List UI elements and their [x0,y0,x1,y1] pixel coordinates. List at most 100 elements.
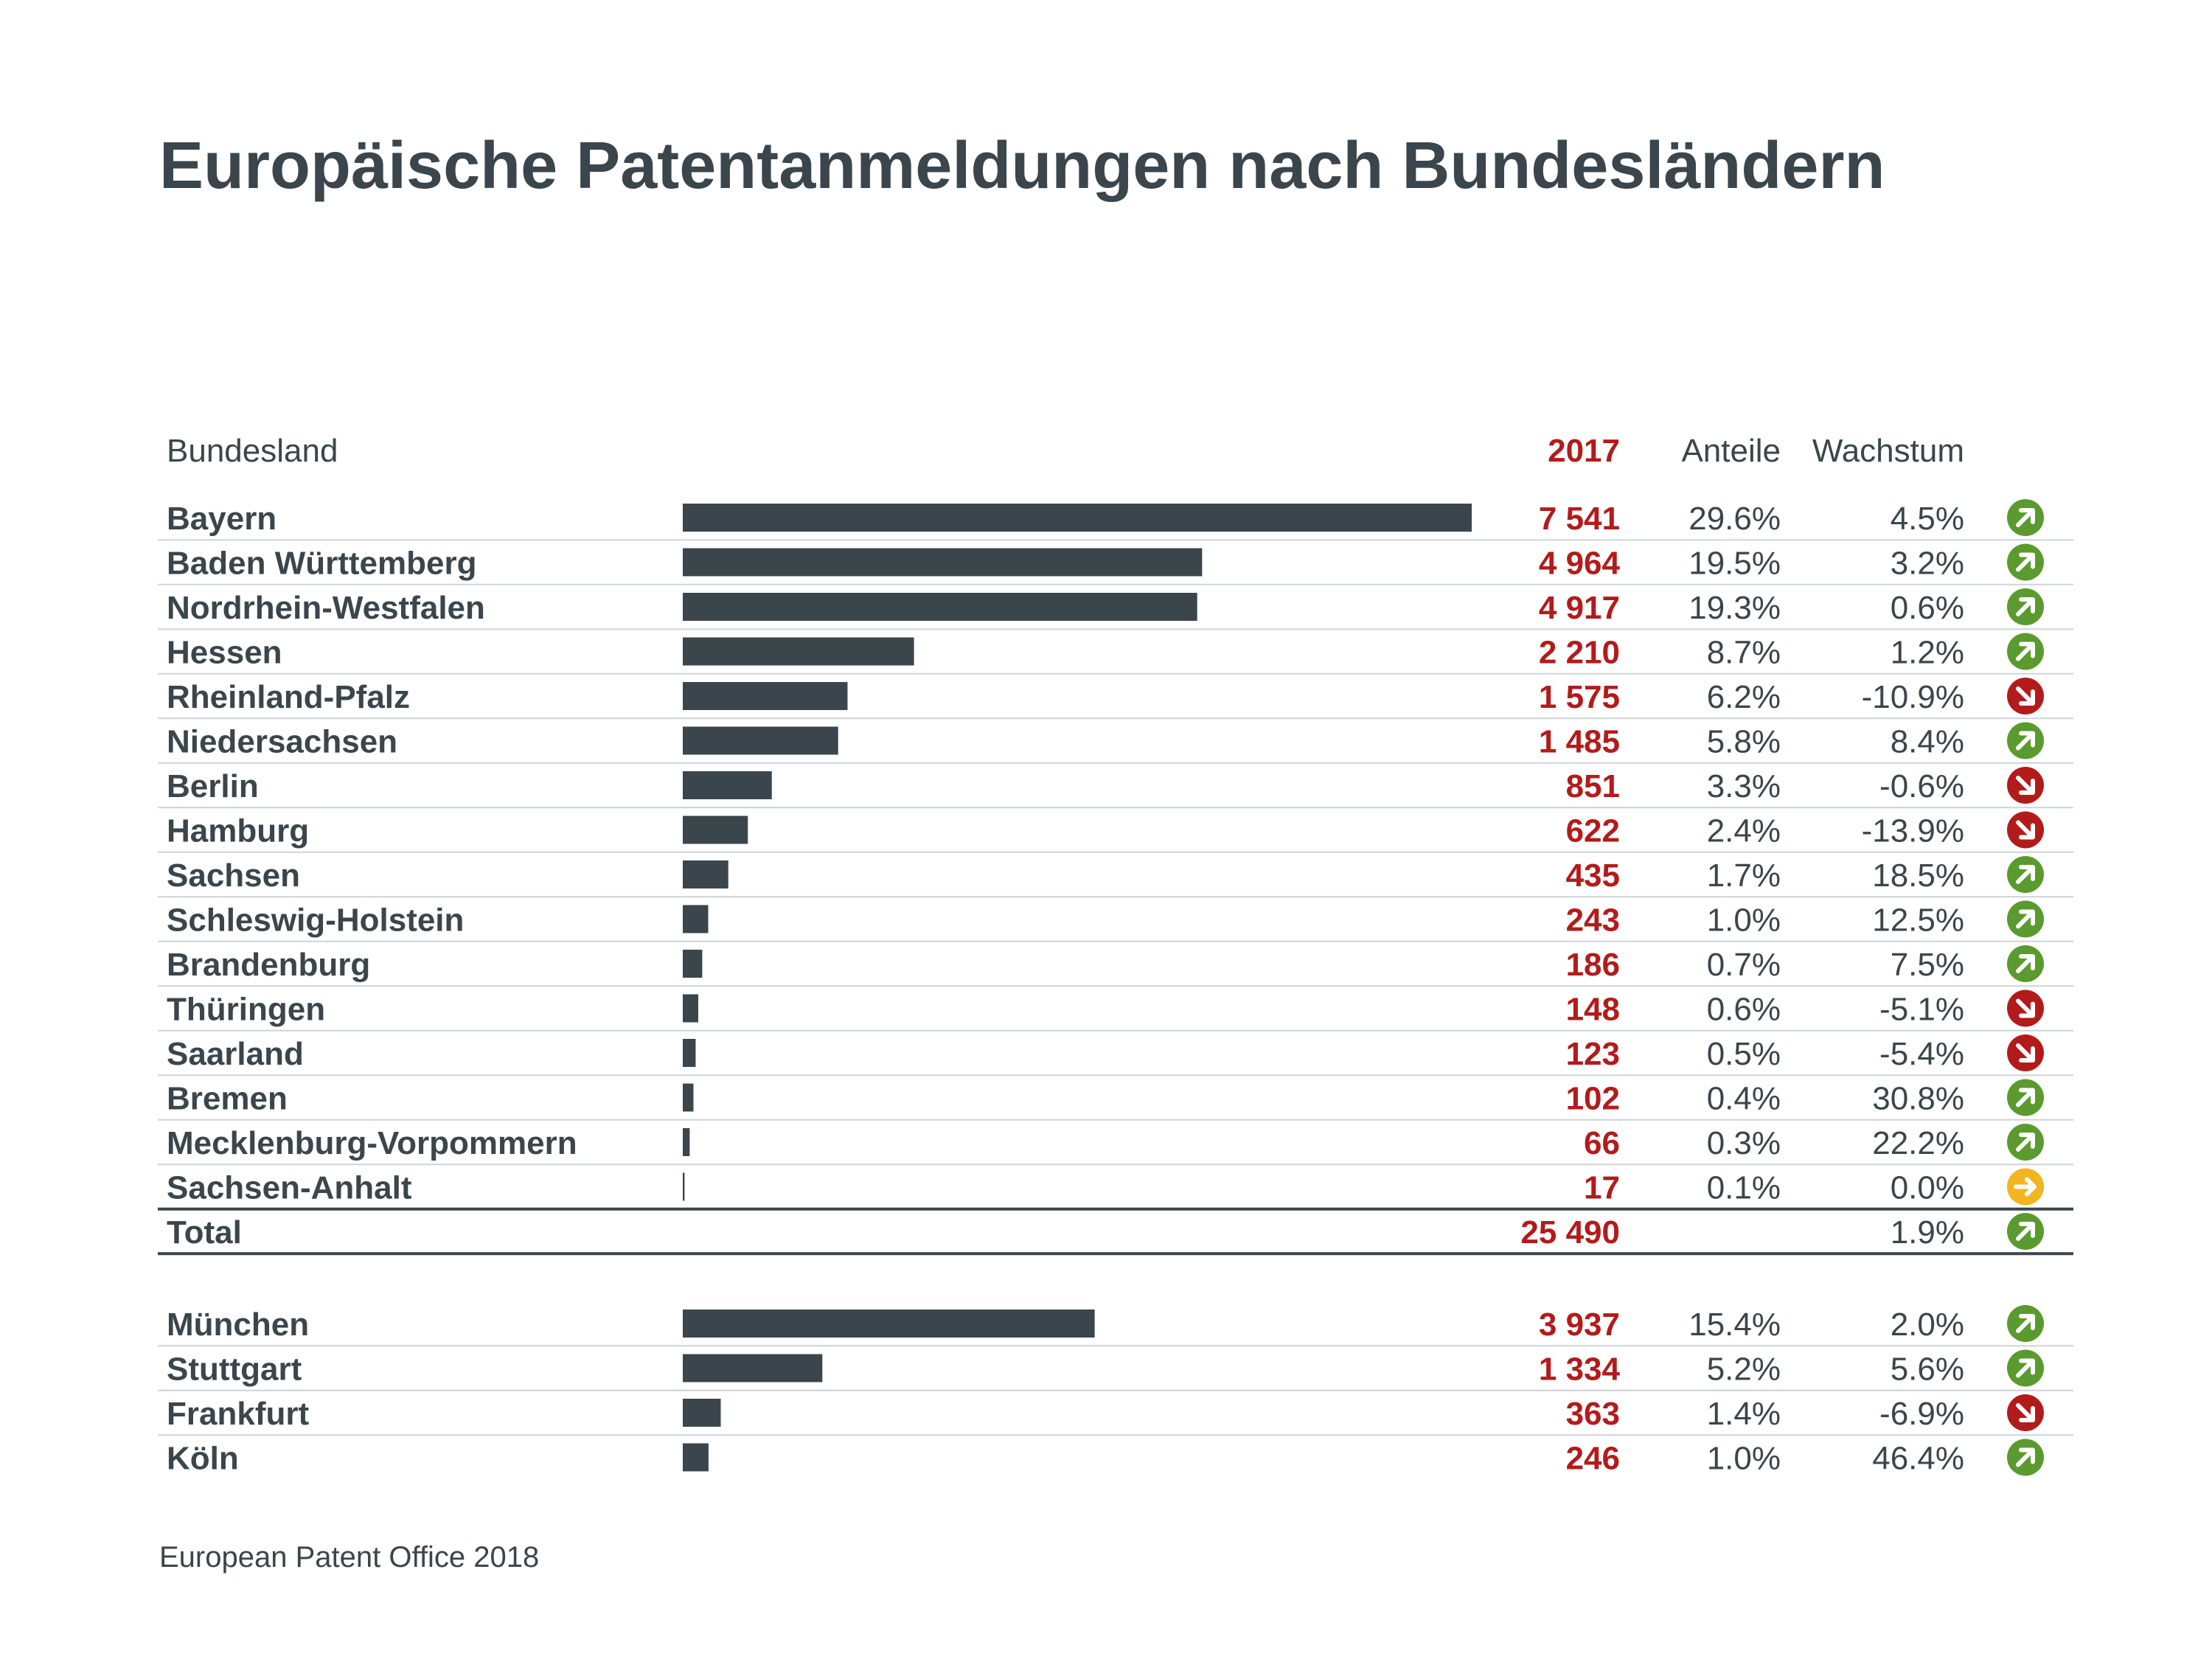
state-bar [683,549,1202,577]
state-bar [683,905,708,933]
state-value-label: 1 485 [1539,724,1620,760]
state-value-label: 17 [1584,1170,1620,1206]
state-growth-label: -5.4% [1879,1036,1964,1072]
city-value-label: 1 334 [1539,1352,1621,1388]
state-growth-label: 3.2% [1891,546,1964,582]
state-bar [683,1084,693,1112]
state-value-label: 66 [1584,1125,1620,1161]
city-value-label: 363 [1566,1396,1620,1432]
state-growth-label: -0.6% [1879,768,1964,804]
total-name: Total [167,1214,242,1251]
state-growth-label: 1.2% [1891,635,1964,671]
state-name: Brandenburg [167,947,370,983]
state-growth-label: 8.4% [1891,724,1964,760]
city-name: Stuttgart [167,1352,302,1388]
state-growth-label: 0.6% [1891,590,1964,626]
state-name: Sachsen-Anhalt [167,1170,412,1206]
city-name: München [167,1307,309,1343]
city-growth-label: 2.0% [1891,1307,1964,1343]
state-name: Bremen [167,1081,288,1117]
state-value-label: 4 964 [1539,546,1621,582]
state-growth-label: 30.8% [1872,1081,1964,1117]
state-bar [683,638,914,666]
state-name: Bayern [167,501,276,537]
state-bar [683,995,698,1023]
state-bar [683,504,1472,532]
city-growth-label: -6.9% [1879,1396,1964,1432]
state-value-label: 622 [1566,813,1620,849]
state-value-label: 435 [1566,858,1620,894]
state-name: Hamburg [167,813,309,849]
state-value-label: 7 541 [1539,501,1620,537]
city-growth-label: 46.4% [1872,1441,1964,1477]
state-growth-label: -13.9% [1862,813,1964,849]
city-value-label: 246 [1566,1441,1620,1477]
state-bar [683,593,1197,621]
state-name: Baden Württemberg [167,546,476,582]
state-growth-label: -10.9% [1862,679,1964,715]
state-share-label: 0.3% [1707,1125,1781,1161]
state-value-label: 148 [1566,992,1620,1028]
state-share-label: 6.2% [1707,679,1781,715]
state-bar [683,1173,684,1201]
state-name: Sachsen [167,858,300,894]
state-name: Thüringen [167,992,325,1028]
header-share: Anteile [1681,433,1781,469]
state-growth-label: 18.5% [1872,858,1964,894]
chart-rows: Bayern7 54129.6%4.5%Baden Württemberg4 9… [158,499,2073,1477]
city-share-label: 15.4% [1688,1307,1781,1343]
state-bar [683,860,728,888]
city-bar [683,1354,822,1382]
state-share-label: 0.1% [1707,1170,1781,1206]
state-value-label: 2 210 [1539,635,1620,671]
header-category: Bundesland [167,433,338,469]
state-share-label: 1.7% [1707,858,1781,894]
state-share-label: 19.5% [1688,546,1781,582]
total-growth-label: 1.9% [1891,1214,1964,1251]
state-value-label: 4 917 [1539,590,1620,626]
city-bar [683,1310,1095,1338]
state-share-label: 2.4% [1707,813,1781,849]
state-growth-label: 12.5% [1872,902,1964,939]
city-share-label: 5.2% [1707,1352,1781,1388]
state-name: Saarland [167,1036,304,1072]
state-bar [683,771,772,799]
city-share-label: 1.4% [1707,1396,1781,1432]
state-name: Schleswig-Holstein [167,902,464,939]
state-bar [683,727,838,755]
state-name: Nordrhein-Westfalen [167,590,485,626]
state-growth-label: 0.0% [1891,1170,1964,1206]
city-bar [683,1399,721,1427]
state-value-label: 102 [1566,1081,1620,1117]
source-note: European Patent Office 2018 [159,1541,539,1574]
city-growth-label: 5.6% [1891,1352,1964,1388]
city-name: Köln [167,1441,239,1477]
state-value-label: 1 575 [1539,679,1620,715]
state-value-label: 851 [1566,768,1620,804]
state-name: Hessen [167,635,282,671]
state-growth-label: 7.5% [1891,947,1964,983]
state-share-label: 0.4% [1707,1081,1781,1117]
state-growth-label: -5.1% [1879,992,1964,1028]
state-share-label: 8.7% [1707,635,1781,671]
state-growth-label: 4.5% [1891,501,1964,537]
state-share-label: 5.8% [1707,724,1781,760]
state-bar [683,816,748,844]
state-bar [683,950,702,978]
state-share-label: 19.3% [1688,590,1781,626]
state-value-label: 186 [1566,947,1620,983]
state-bar [683,1039,695,1067]
header-value: 2017 [1548,433,1620,469]
state-value-label: 123 [1566,1036,1620,1072]
header-growth: Wachstum [1812,433,1964,469]
state-name: Mecklenburg-Vorpommern [167,1125,577,1161]
state-share-label: 0.6% [1707,992,1781,1028]
city-value-label: 3 937 [1539,1307,1620,1343]
state-name: Rheinland-Pfalz [167,679,410,715]
state-name: Berlin [167,768,259,804]
state-name: Niedersachsen [167,724,397,760]
state-bar [683,1128,689,1156]
city-bar [683,1444,709,1472]
state-share-label: 0.5% [1707,1036,1781,1072]
